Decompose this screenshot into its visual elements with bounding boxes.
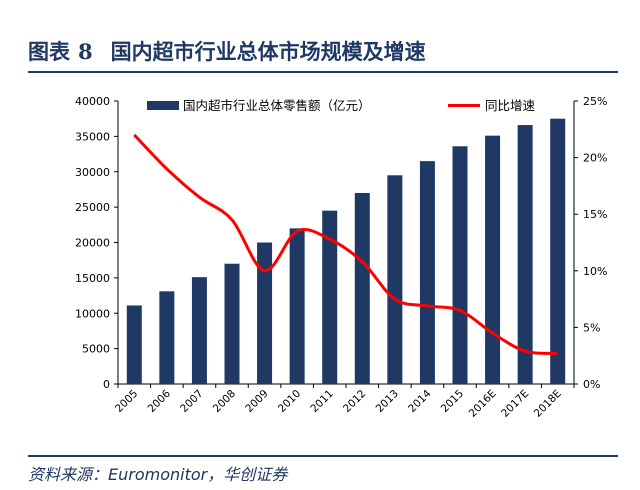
figure-header: 图表 8 国内超市行业总体市场规模及增速 xyxy=(28,36,426,66)
left-axis-tick-label: 15000 xyxy=(75,272,110,285)
x-axis-tick-label: 2015 xyxy=(439,388,466,415)
left-axis-tick-label: 0 xyxy=(103,378,110,391)
source-note: 资料来源：Euromonitor，华创证券 xyxy=(28,465,288,484)
figure-title: 国内超市行业总体市场规模及增速 xyxy=(110,39,426,64)
bar xyxy=(289,228,305,384)
bar xyxy=(354,192,370,384)
right-axis-tick-label: 15% xyxy=(583,208,607,221)
right-axis-tick-label: 25% xyxy=(583,95,607,108)
bar xyxy=(159,291,175,384)
x-axis-tick-label: 2006 xyxy=(146,387,174,415)
bar xyxy=(550,118,566,384)
x-axis-tick-label: 2010 xyxy=(276,388,303,415)
bar xyxy=(126,305,142,384)
bar xyxy=(191,277,207,384)
right-axis-tick-label: 5% xyxy=(583,321,600,334)
legend-bar-label: 国内超市行业总体零售额（亿元） xyxy=(183,98,371,113)
right-axis-tick-label: 10% xyxy=(583,265,607,278)
legend-bar-swatch xyxy=(147,101,179,110)
x-axis-tick-label: 2009 xyxy=(243,388,270,415)
left-axis-tick-label: 25000 xyxy=(75,201,110,214)
x-axis-tick-label: 2013 xyxy=(374,388,401,415)
x-axis-tick-label: 2016E xyxy=(467,388,499,420)
x-axis-tick-label: 2011 xyxy=(308,388,335,415)
x-axis-tick-label: 2007 xyxy=(178,388,205,415)
bar xyxy=(419,161,435,384)
legend-line-label: 同比增速 xyxy=(485,98,536,113)
x-axis-tick-label: 2017E xyxy=(499,388,531,420)
header-rule xyxy=(28,71,618,73)
figure-label: 图表 xyxy=(28,39,70,64)
bar xyxy=(452,146,468,384)
left-axis-tick-label: 30000 xyxy=(75,166,110,179)
growth-rate-line xyxy=(133,133,558,355)
bar xyxy=(517,125,533,385)
left-axis-tick-label: 10000 xyxy=(75,307,110,320)
left-axis-tick-label: 35000 xyxy=(75,130,110,143)
bar xyxy=(485,135,501,384)
figure-number: 8 xyxy=(78,39,93,64)
footer-rule xyxy=(28,455,618,457)
x-axis-tick-label: 2014 xyxy=(406,387,434,415)
x-axis-tick-label: 2018E xyxy=(532,388,564,420)
right-axis-tick-label: 0% xyxy=(583,378,600,391)
x-axis-tick-label: 2008 xyxy=(211,388,238,415)
bar xyxy=(322,210,338,384)
left-axis-tick-label: 5000 xyxy=(82,343,110,356)
x-axis-tick-label: 2005 xyxy=(113,388,140,415)
bar xyxy=(224,263,240,384)
left-axis-tick-label: 20000 xyxy=(75,237,110,250)
x-axis-tick-label: 2012 xyxy=(341,388,368,415)
bar xyxy=(387,175,403,384)
left-axis-tick-label: 40000 xyxy=(75,95,110,108)
bar xyxy=(257,242,273,384)
right-axis-tick-label: 20% xyxy=(583,152,607,165)
